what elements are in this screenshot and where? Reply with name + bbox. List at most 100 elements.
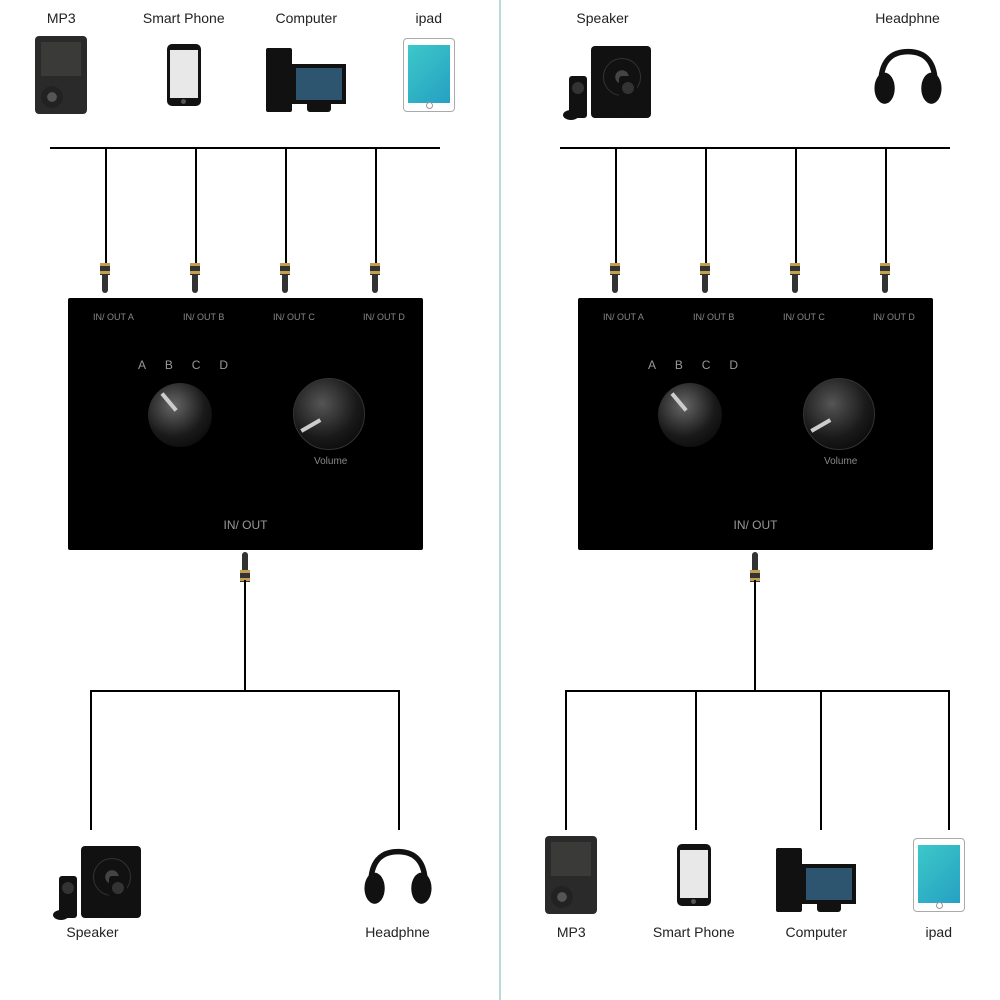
sel-c: C bbox=[192, 358, 201, 372]
wire-top-v3 bbox=[285, 147, 287, 267]
wire-top-v2 bbox=[195, 147, 197, 267]
label-computer-r: Computer bbox=[786, 924, 847, 940]
jack-d bbox=[370, 263, 380, 293]
wire-bot-v1-r bbox=[565, 690, 567, 830]
device-computer-r: Computer bbox=[764, 830, 869, 940]
device-speaker: Speaker bbox=[40, 830, 145, 940]
device-headphone-r: Headphne bbox=[855, 10, 960, 120]
wire-bot-v3-r bbox=[820, 690, 822, 830]
port-c-label: IN/ OUT C bbox=[273, 312, 315, 322]
left-bottom-devices: Speaker Headphne bbox=[0, 830, 490, 940]
wire-top-v2-r bbox=[705, 147, 707, 267]
mp3-icon bbox=[545, 836, 597, 914]
headphone-icon bbox=[359, 839, 437, 911]
wire-bot-h-r bbox=[565, 690, 950, 692]
device-mp3-r: MP3 bbox=[519, 830, 624, 940]
switch-box: IN/ OUT A IN/ OUT B IN/ OUT C IN/ OUT D … bbox=[68, 298, 423, 550]
wire-top-v1 bbox=[105, 147, 107, 267]
selector-letters-r: A B C D bbox=[648, 358, 738, 372]
wire-top-v1-r bbox=[615, 147, 617, 267]
label-headphone-r: Headphne bbox=[875, 10, 940, 26]
selector-knob-r bbox=[658, 383, 722, 447]
label-phone-r: Smart Phone bbox=[653, 924, 735, 940]
selector-knob bbox=[148, 383, 212, 447]
left-top-devices: MP3 Smart Phone Computer ipad bbox=[0, 10, 490, 120]
device-computer: Computer bbox=[254, 10, 359, 120]
left-panel: MP3 Smart Phone Computer ipad IN/ OUT A … bbox=[0, 0, 490, 1000]
jack-a bbox=[100, 263, 110, 293]
wire-top-h-r bbox=[560, 147, 950, 149]
jack-b bbox=[190, 263, 200, 293]
wire-bot-v4-r bbox=[948, 690, 950, 830]
phone-icon bbox=[167, 44, 201, 106]
wire-bot-v1 bbox=[90, 690, 92, 830]
ipad-icon bbox=[913, 838, 965, 912]
port-b-label: IN/ OUT B bbox=[183, 312, 224, 322]
label-phone: Smart Phone bbox=[143, 10, 225, 26]
computer-icon bbox=[266, 38, 346, 112]
port-a-label-r: IN/ OUT A bbox=[603, 312, 644, 322]
device-phone: Smart Phone bbox=[131, 10, 236, 120]
right-top-devices: Speaker Headphne bbox=[510, 10, 1000, 120]
port-a-label: IN/ OUT A bbox=[93, 312, 134, 322]
jack-a-r bbox=[610, 263, 620, 293]
device-ipad-r: ipad bbox=[886, 830, 991, 940]
device-headphone: Headphne bbox=[345, 830, 450, 940]
wire-out-v bbox=[244, 580, 246, 690]
wire-bot-v2 bbox=[398, 690, 400, 830]
sel-a-r: A bbox=[648, 358, 656, 372]
computer-icon bbox=[776, 838, 856, 912]
wire-top-v3-r bbox=[795, 147, 797, 267]
sel-b-r: B bbox=[675, 358, 683, 372]
wire-top-v4 bbox=[375, 147, 377, 267]
ipad-icon bbox=[403, 38, 455, 112]
port-d-label-r: IN/ OUT D bbox=[873, 312, 915, 322]
label-speaker: Speaker bbox=[66, 924, 118, 940]
jack-d-r bbox=[880, 263, 890, 293]
device-ipad: ipad bbox=[376, 10, 481, 120]
inout-bottom-label-r: IN/ OUT bbox=[578, 518, 933, 532]
sel-b: B bbox=[165, 358, 173, 372]
divider-line bbox=[499, 0, 501, 1000]
volume-label-r: Volume bbox=[824, 456, 857, 467]
jack-b-r bbox=[700, 263, 710, 293]
jack-c bbox=[280, 263, 290, 293]
selector-letters: A B C D bbox=[138, 358, 228, 372]
right-bottom-devices: MP3 Smart Phone Computer ipad bbox=[510, 830, 1000, 940]
label-ipad-r: ipad bbox=[926, 924, 952, 940]
device-speaker-r: Speaker bbox=[550, 10, 655, 120]
headphone-icon bbox=[869, 39, 947, 111]
speaker-icon bbox=[563, 32, 643, 118]
wire-top-v4-r bbox=[885, 147, 887, 267]
label-computer: Computer bbox=[276, 10, 337, 26]
jack-c-r bbox=[790, 263, 800, 293]
device-mp3: MP3 bbox=[9, 10, 114, 120]
phone-icon bbox=[677, 844, 711, 906]
right-panel: Speaker Headphne IN/ OUT A IN/ OUT B IN/… bbox=[510, 0, 1000, 1000]
port-b-label-r: IN/ OUT B bbox=[693, 312, 734, 322]
device-phone-r: Smart Phone bbox=[641, 830, 746, 940]
volume-label: Volume bbox=[314, 456, 347, 467]
label-speaker-r: Speaker bbox=[576, 10, 628, 26]
label-ipad: ipad bbox=[416, 10, 442, 26]
sel-d-r: D bbox=[729, 358, 738, 372]
label-mp3-r: MP3 bbox=[557, 924, 586, 940]
sel-a: A bbox=[138, 358, 146, 372]
wire-bot-h bbox=[90, 690, 400, 692]
switch-box-r: IN/ OUT A IN/ OUT B IN/ OUT C IN/ OUT D … bbox=[578, 298, 933, 550]
inout-bottom-label: IN/ OUT bbox=[68, 518, 423, 532]
wire-top-h bbox=[50, 147, 440, 149]
label-mp3: MP3 bbox=[47, 10, 76, 26]
jack-out-r bbox=[750, 552, 760, 582]
speaker-icon bbox=[53, 832, 133, 918]
sel-d: D bbox=[219, 358, 228, 372]
label-headphone: Headphne bbox=[365, 924, 430, 940]
volume-knob-r bbox=[803, 378, 875, 450]
sel-c-r: C bbox=[702, 358, 711, 372]
mp3-icon bbox=[35, 36, 87, 114]
port-c-label-r: IN/ OUT C bbox=[783, 312, 825, 322]
port-d-label: IN/ OUT D bbox=[363, 312, 405, 322]
wire-bot-v2-r bbox=[695, 690, 697, 830]
wire-out-v-r bbox=[754, 580, 756, 690]
volume-knob bbox=[293, 378, 365, 450]
